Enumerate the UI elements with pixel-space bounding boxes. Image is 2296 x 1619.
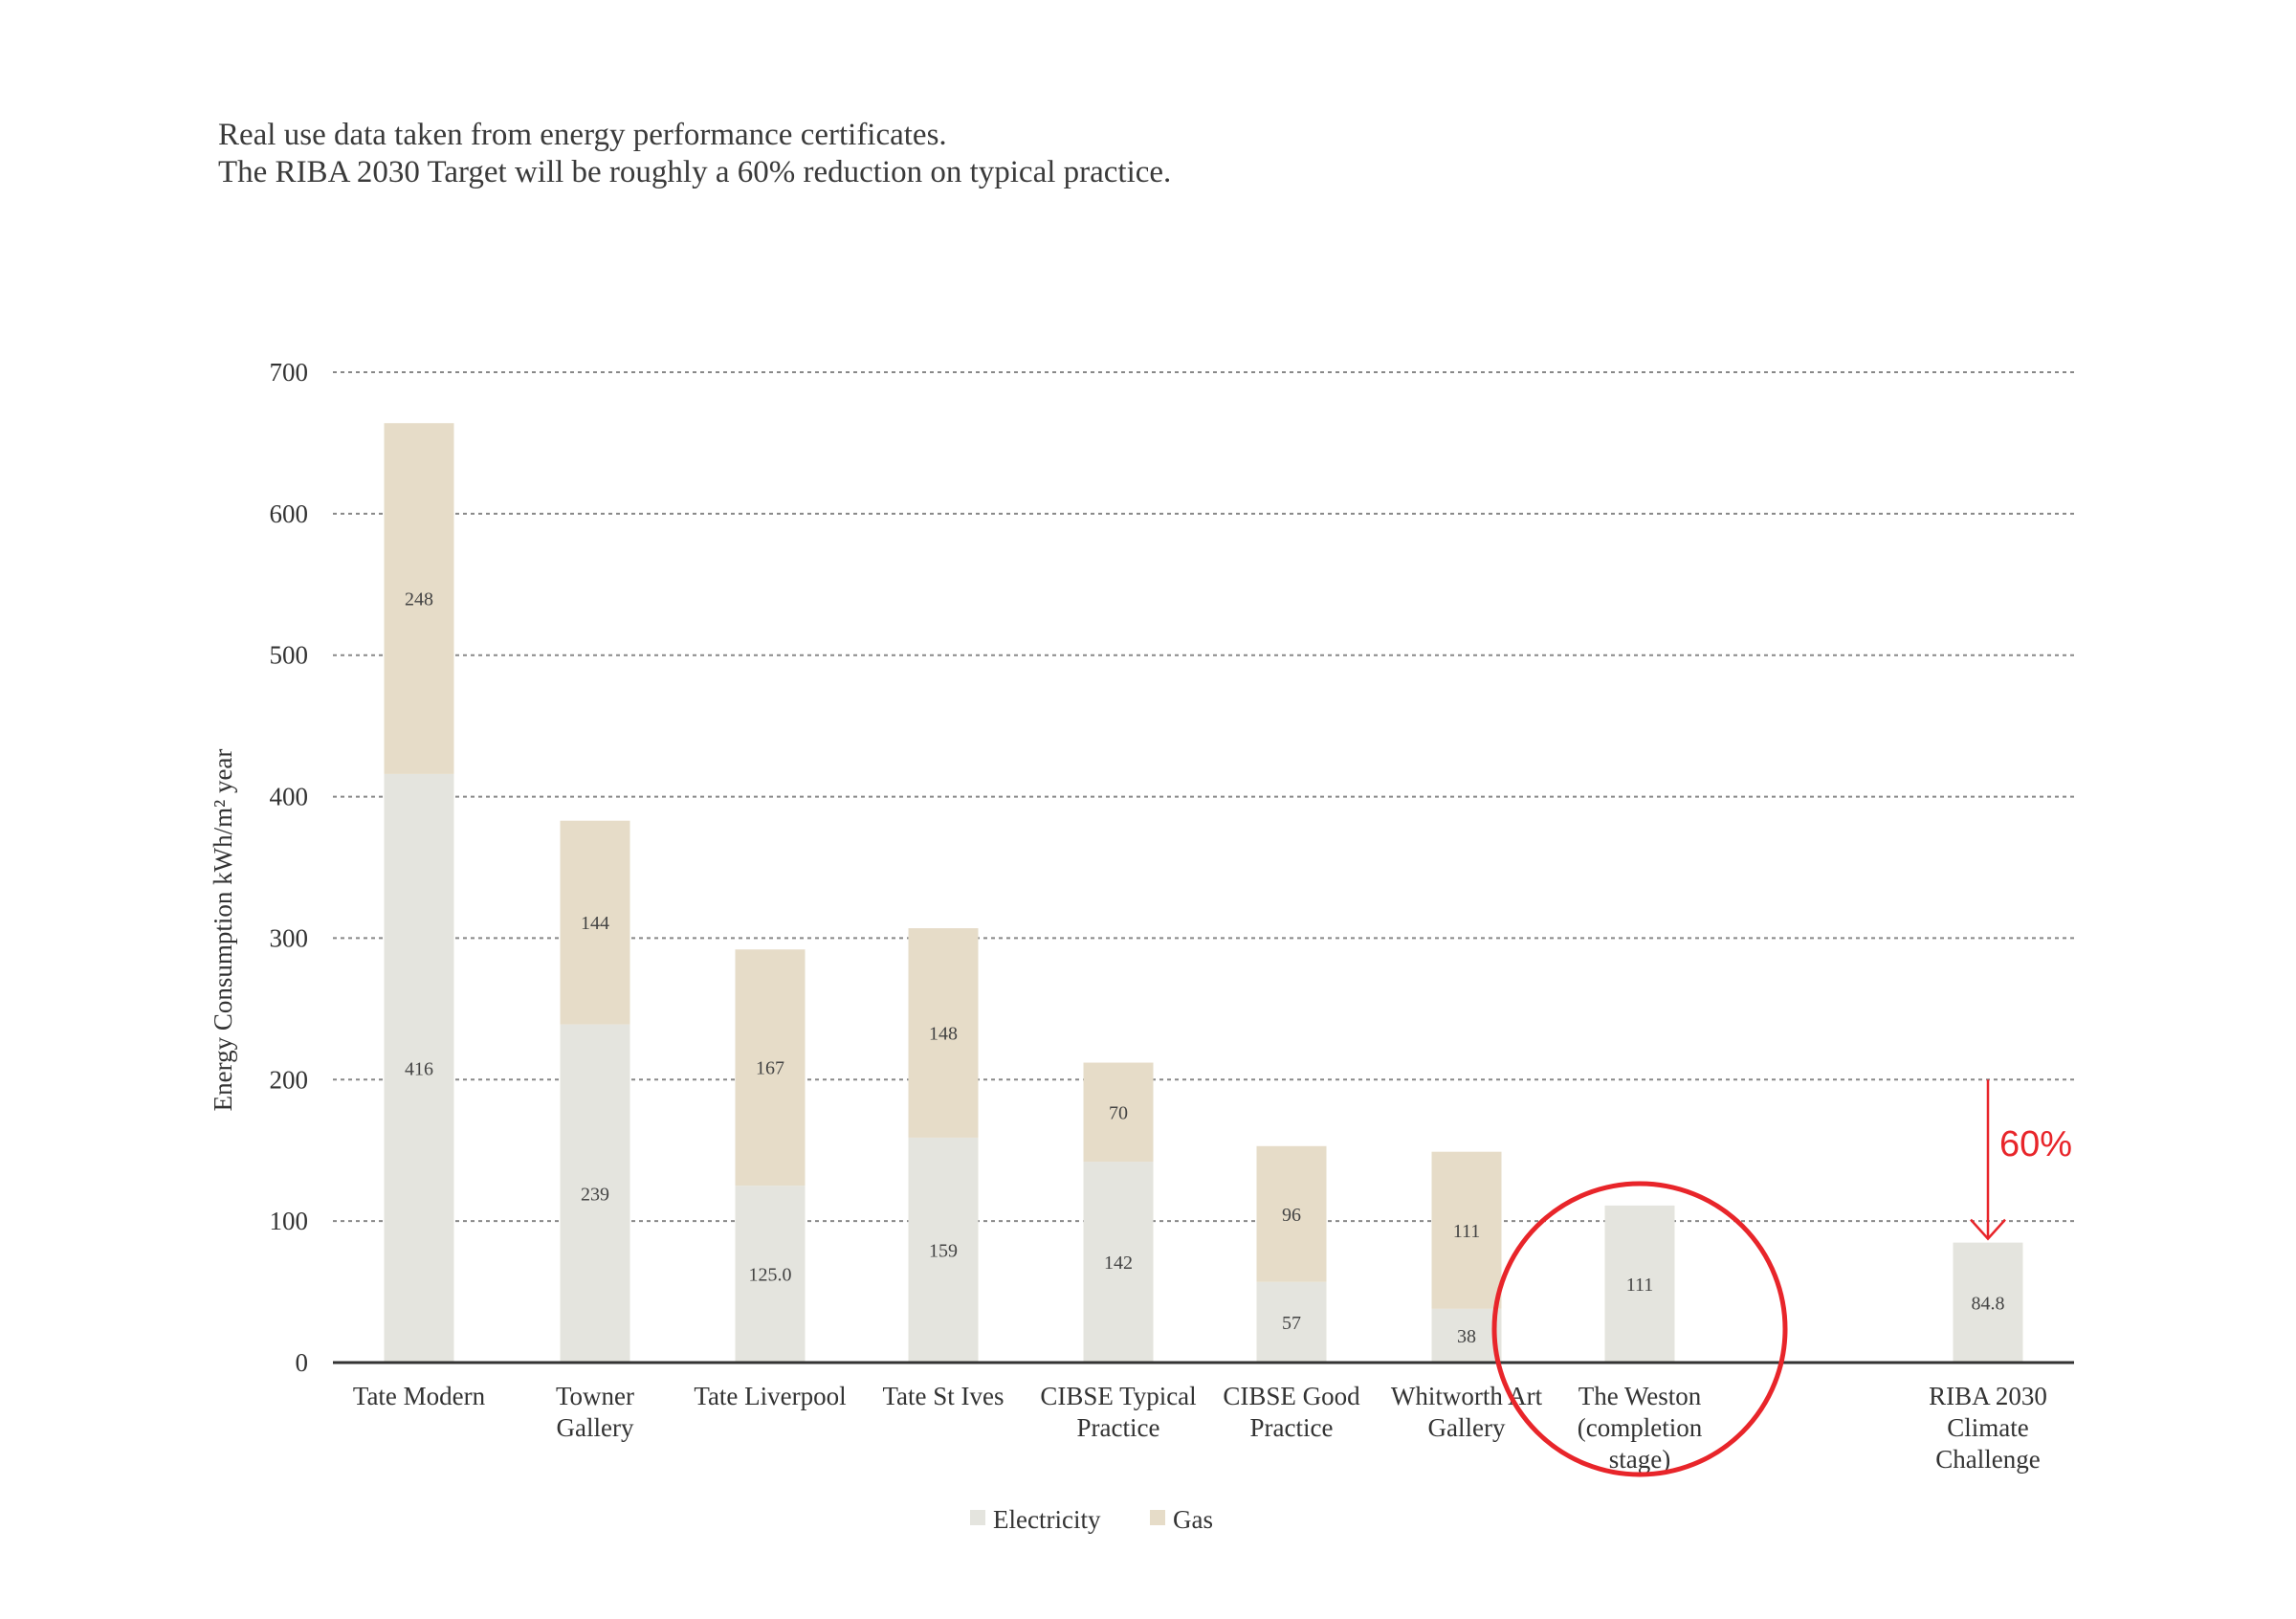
- bar-electricity: [908, 1137, 979, 1363]
- category-label: Gallery: [1428, 1413, 1506, 1442]
- bar-gas: [1431, 1151, 1502, 1309]
- data-label: 111: [1626, 1275, 1654, 1296]
- bars: 416 248 239 144 125.0 167 159 148 142 70 57 96 38 111…: [333, 423, 2074, 1364]
- category-label: Tate St Ives: [882, 1382, 1004, 1410]
- data-label: 142: [1104, 1253, 1133, 1274]
- bar-gas: [560, 820, 630, 1025]
- legend-swatch-electricity: [970, 1510, 985, 1525]
- category-label: stage): [1609, 1445, 1670, 1474]
- bar-electricity: [1604, 1205, 1675, 1363]
- data-label: 416: [405, 1058, 433, 1079]
- intro-line-2: The RIBA 2030 Target will be roughly a 6…: [218, 155, 1172, 189]
- category-label: (completion: [1578, 1413, 1703, 1442]
- category-label: The Weston: [1578, 1382, 1702, 1410]
- category-label: Whitworth Art: [1391, 1382, 1543, 1410]
- data-label: 96: [1282, 1205, 1301, 1226]
- bar-gas: [908, 928, 979, 1138]
- arrow-down-icon: [1970, 1218, 2006, 1241]
- bar-electricity: [560, 1024, 630, 1363]
- highlight-circle: [1491, 1181, 1788, 1477]
- data-label: 144: [581, 913, 609, 934]
- category-label: Tate Modern: [353, 1382, 486, 1410]
- data-label: 239: [581, 1184, 609, 1205]
- bar-electricity: [1431, 1308, 1502, 1363]
- data-label: 57: [1282, 1313, 1301, 1334]
- category-label: Practice: [1077, 1413, 1160, 1442]
- bar-gas: [1256, 1145, 1327, 1282]
- gridlines: 0 100 200 300 400 500 600 700: [270, 358, 2074, 1377]
- data-label: 70: [1109, 1102, 1128, 1123]
- legend-label: Electricity: [993, 1505, 1101, 1534]
- bar-gas: [735, 949, 806, 1187]
- data-label: 148: [929, 1023, 958, 1044]
- y-tick-label: 100: [270, 1207, 309, 1235]
- data-label: 38: [1457, 1326, 1476, 1347]
- bar-gas: [1083, 1062, 1154, 1163]
- bar-gas: [384, 423, 454, 774]
- data-label: 159: [929, 1240, 958, 1261]
- y-tick-label: 600: [270, 499, 309, 528]
- y-tick-label: 500: [270, 641, 309, 670]
- y-axis-label: Energy Consumption kWh/m² year: [209, 749, 237, 1112]
- y-tick-label: 200: [270, 1065, 309, 1094]
- chart-intro-text: Real use data taken from energy performa…: [218, 117, 1223, 191]
- category-label: Practice: [1250, 1413, 1334, 1442]
- category-label: RIBA 2030: [1929, 1382, 2047, 1410]
- y-tick-label: 0: [296, 1348, 309, 1377]
- bar-electricity: [1953, 1242, 2023, 1363]
- data-label: 111: [1453, 1221, 1481, 1242]
- bar-electricity: [735, 1186, 806, 1363]
- data-label: 84.8: [1972, 1293, 2005, 1314]
- category-label: Challenge: [1935, 1445, 2040, 1474]
- data-label: 167: [756, 1058, 784, 1079]
- y-tick-label: 700: [270, 358, 309, 387]
- legend-label: Gas: [1173, 1505, 1213, 1534]
- bar-electricity: [1256, 1281, 1327, 1363]
- y-tick-label: 400: [270, 783, 309, 811]
- y-tick-label: 300: [270, 923, 309, 952]
- data-label: 125.0: [749, 1265, 792, 1286]
- category-label: Towner: [556, 1382, 634, 1410]
- bar-electricity: [384, 773, 454, 1363]
- annotations: 60%: [1491, 1079, 2072, 1477]
- reduction-label: 60%: [1999, 1124, 2072, 1164]
- category-label: Gallery: [557, 1413, 634, 1442]
- category-label: CIBSE Good: [1223, 1382, 1360, 1410]
- category-label: Tate Liverpool: [694, 1382, 846, 1410]
- legend: Electricity Gas: [970, 1505, 1213, 1534]
- data-label: 248: [405, 589, 433, 610]
- intro-line-1: Real use data taken from energy performa…: [218, 118, 947, 152]
- legend-swatch-gas: [1150, 1510, 1165, 1525]
- category-label: CIBSE Typical: [1040, 1382, 1196, 1410]
- category-labels: Tate Modern Towner Gallery Tate Liverpool Ta…: [353, 1382, 2047, 1474]
- bar-electricity: [1083, 1162, 1154, 1363]
- category-label: Climate: [1947, 1413, 2028, 1442]
